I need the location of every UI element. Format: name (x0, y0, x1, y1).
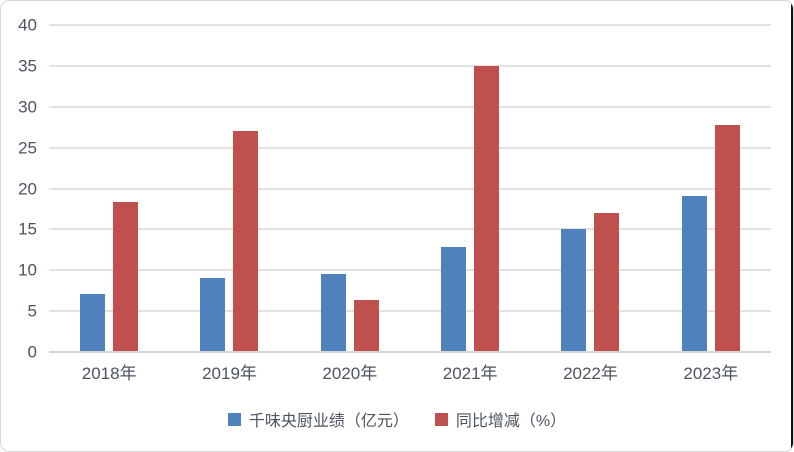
legend-item-performance: 千味央厨业绩（亿元） (227, 407, 409, 431)
y-axis: 0 5 10 15 20 25 30 35 40 (1, 17, 41, 361)
gridline (49, 105, 771, 108)
legend-swatch-icon (434, 412, 448, 426)
gridline (49, 24, 771, 26)
bar-growth-2023年 (714, 124, 740, 351)
y-tick-label: 10 (18, 260, 37, 280)
legend-label: 千味央厨业绩（亿元） (248, 413, 409, 430)
bar-group-2022年 (530, 25, 650, 352)
x-tick-label: 2018年 (81, 364, 137, 383)
bar-growth-2021年 (474, 65, 500, 351)
bar-growth-2019年 (233, 131, 259, 351)
legend-swatch-icon (227, 412, 241, 426)
bar-group-2018年 (49, 25, 169, 352)
y-tick-label: 40 (18, 15, 37, 35)
bar-performance-2019年 (200, 278, 226, 351)
gridline (49, 269, 771, 272)
gridline (49, 228, 771, 231)
y-tick-label: 30 (18, 97, 37, 117)
bar-performance-2023年 (681, 195, 707, 351)
bar-group-2023年 (651, 25, 771, 352)
legend-label: 同比增减（%） (455, 413, 567, 430)
legend-item-growth: 同比增减（%） (434, 407, 567, 431)
bar-performance-2018年 (80, 293, 106, 351)
bar-growth-2018年 (113, 202, 139, 351)
bar-performance-2021年 (441, 247, 467, 351)
bar-performance-2020年 (320, 274, 346, 351)
bar-group-2020年 (290, 25, 410, 352)
legend: 千味央厨业绩（亿元） 同比增减（%） (1, 407, 793, 431)
bar-growth-2022年 (594, 212, 620, 351)
gridline (49, 310, 771, 313)
plot-area (49, 24, 771, 353)
y-tick-label: 15 (18, 219, 37, 239)
y-tick-label: 20 (18, 179, 37, 198)
x-axis: 2018年 2019年 2020年 2021年 2022年 2023年 (49, 359, 771, 384)
bar-group-2019年 (169, 25, 289, 352)
y-tick-label: 25 (18, 138, 37, 158)
y-tick-label: 5 (27, 301, 37, 321)
gridline (49, 64, 771, 67)
x-tick-label: 2019年 (202, 364, 257, 383)
gridline (49, 146, 771, 149)
bar-group-2021年 (410, 25, 530, 352)
y-tick-label: 35 (18, 56, 37, 76)
x-tick-label: 2020年 (322, 364, 378, 383)
bar-performance-2022年 (561, 229, 587, 351)
x-tick-label: 2023年 (683, 364, 739, 383)
y-tick-label: 0 (27, 342, 37, 362)
bar-growth-2020年 (353, 300, 379, 351)
x-tick-label: 2022年 (563, 364, 618, 383)
x-axis-line (49, 351, 771, 353)
x-tick-label: 2021年 (442, 364, 498, 383)
gridline (49, 187, 771, 190)
screen-edge (791, 1, 793, 451)
